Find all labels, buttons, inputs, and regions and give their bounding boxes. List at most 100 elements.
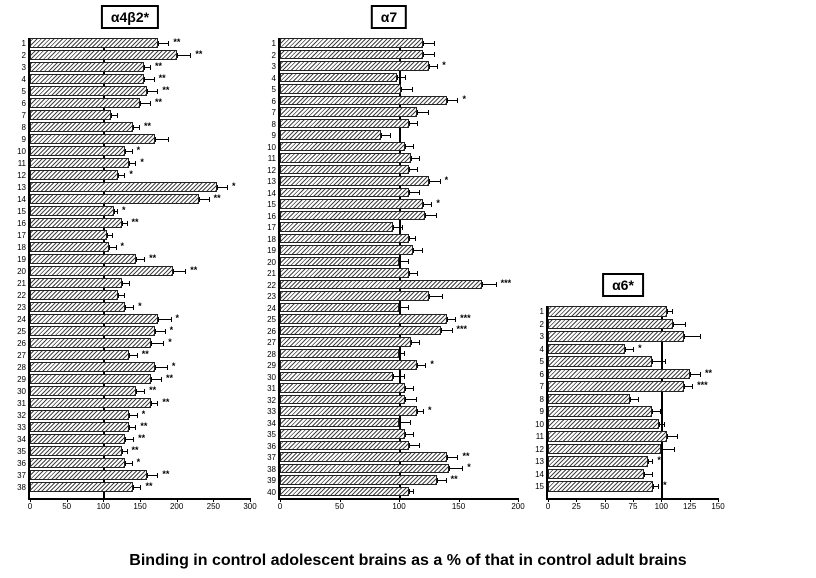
data-bar-row: * xyxy=(548,344,718,355)
row-label: 4 xyxy=(10,74,28,86)
data-bar xyxy=(280,50,423,60)
row-label: 23 xyxy=(10,302,28,314)
data-bar xyxy=(548,406,652,417)
row-label: 15 xyxy=(260,199,278,211)
error-bar xyxy=(217,187,228,188)
error-bar xyxy=(437,480,447,481)
data-bar xyxy=(30,122,133,132)
row-label: 33 xyxy=(10,422,28,434)
panel-title-p3: α6* xyxy=(602,273,644,297)
data-bar-row: ** xyxy=(30,398,250,408)
data-bar-row: ** xyxy=(30,62,250,72)
error-bar xyxy=(399,353,405,354)
data-bar xyxy=(548,456,648,467)
data-bar xyxy=(280,464,449,474)
data-bar-row: *** xyxy=(280,326,518,336)
data-bar-row xyxy=(280,142,518,152)
data-bar xyxy=(548,356,652,367)
data-bar xyxy=(280,130,381,140)
error-bar xyxy=(151,379,162,380)
data-bar-row: * xyxy=(280,464,518,474)
data-bar xyxy=(30,434,125,444)
x-axis-ticks: 0255075100125150 xyxy=(548,500,718,514)
row-label: 3 xyxy=(528,331,546,344)
data-bar xyxy=(548,331,684,342)
error-bar xyxy=(417,112,429,113)
row-label: 24 xyxy=(260,303,278,315)
error-bar xyxy=(411,342,421,343)
data-bar-row xyxy=(548,356,718,367)
error-bar xyxy=(147,91,158,92)
data-bar-row: * xyxy=(30,458,250,468)
data-bar-row: ** xyxy=(30,470,250,480)
row-label: 13 xyxy=(260,176,278,188)
data-bar xyxy=(280,84,401,94)
data-bar-row: * xyxy=(280,199,518,209)
data-bar-row: * xyxy=(30,146,250,156)
error-bar xyxy=(667,436,678,437)
data-bar xyxy=(280,487,409,497)
row-label: 31 xyxy=(260,383,278,395)
row-label: 36 xyxy=(260,441,278,453)
data-bar xyxy=(30,374,151,384)
chart-panels-container: α4β2*12345678910111213141516171819202122… xyxy=(10,10,806,514)
error-bar xyxy=(409,491,415,492)
x-tick-label: 100 xyxy=(392,502,405,511)
data-bar xyxy=(30,446,122,456)
data-bar xyxy=(30,242,109,252)
x-tick-label: 25 xyxy=(572,502,581,511)
row-label: 21 xyxy=(10,278,28,290)
data-bar-row: ** xyxy=(30,254,250,264)
error-bar xyxy=(122,223,128,224)
data-bar xyxy=(280,372,393,382)
data-bar xyxy=(30,170,118,180)
error-bar xyxy=(409,169,419,170)
data-bar xyxy=(30,362,155,372)
data-bar-row xyxy=(280,50,518,60)
significance-marker: *** xyxy=(697,381,708,390)
row-label: 9 xyxy=(260,130,278,142)
data-bar xyxy=(30,314,158,324)
row-label: 8 xyxy=(528,394,546,407)
data-bar xyxy=(30,50,177,60)
data-bar xyxy=(30,146,125,156)
error-bar xyxy=(393,227,403,228)
data-bar-row: ** xyxy=(30,350,250,360)
error-bar xyxy=(409,445,421,446)
data-bar xyxy=(280,165,409,175)
data-bar-row: ** xyxy=(30,434,250,444)
error-bar xyxy=(409,192,421,193)
row-label: 6 xyxy=(260,96,278,108)
data-bar-row: ** xyxy=(30,422,250,432)
row-label: 1 xyxy=(10,38,28,50)
row-label: 30 xyxy=(260,372,278,384)
significance-marker: * xyxy=(442,61,446,70)
x-tick-label: 50 xyxy=(335,502,344,511)
error-bar xyxy=(118,295,125,296)
error-bar xyxy=(429,66,439,67)
data-bar-row xyxy=(280,38,518,48)
error-bar xyxy=(399,422,411,423)
data-bar-row xyxy=(280,188,518,198)
error-bar xyxy=(409,238,416,239)
x-axis-ticks: 050100150200 xyxy=(280,500,518,514)
row-label: 19 xyxy=(10,254,28,266)
row-label: 35 xyxy=(260,429,278,441)
error-bar xyxy=(155,331,166,332)
error-bar xyxy=(417,411,424,412)
row-label: 6 xyxy=(10,98,28,110)
error-bar xyxy=(155,139,170,140)
data-bar xyxy=(280,176,429,186)
row-label: 26 xyxy=(260,326,278,338)
data-bar-row xyxy=(280,73,518,83)
significance-marker: ** xyxy=(155,98,162,107)
row-label: 8 xyxy=(10,122,28,134)
data-bar-row: ** xyxy=(30,482,250,492)
row-label: 35 xyxy=(10,446,28,458)
data-bar-row: * xyxy=(548,481,718,492)
data-bar-row xyxy=(280,372,518,382)
significance-marker: ** xyxy=(166,374,173,383)
data-bar-row: ** xyxy=(30,38,250,48)
error-bar xyxy=(423,43,435,44)
error-bar xyxy=(413,250,423,251)
